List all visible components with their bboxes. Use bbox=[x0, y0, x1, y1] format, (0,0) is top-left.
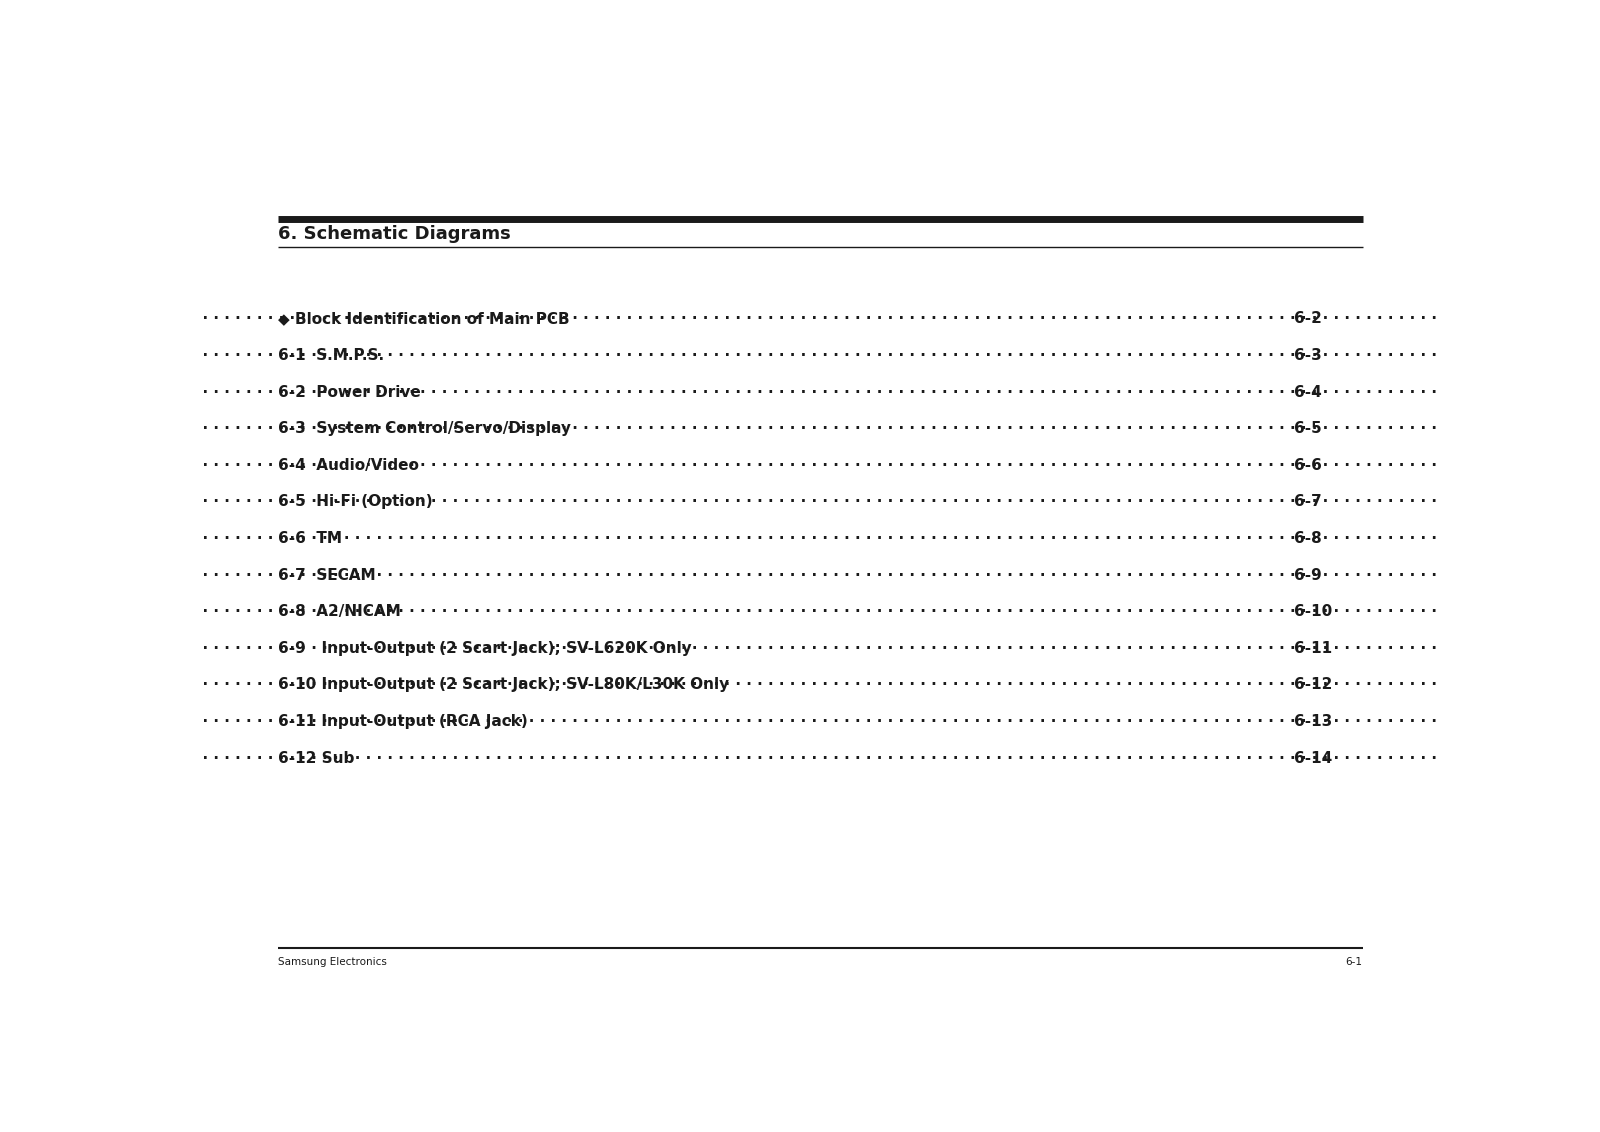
Text: 6-4  Audio/Video: 6-4 Audio/Video bbox=[277, 457, 418, 473]
Text: · · · · · · · · · · · · · · · · · · · · · · · · · · · · · · · · · · · · · · · · : · · · · · · · · · · · · · · · · · · · · … bbox=[131, 677, 1437, 693]
Text: · · · · · · · · · · · · · · · · · · · · · · · · · · · · · · · · · · · · · · · · : · · · · · · · · · · · · · · · · · · · · … bbox=[131, 751, 1437, 765]
Text: 6-9: 6-9 bbox=[1294, 567, 1322, 583]
Text: 6-2  Power Drive: 6-2 Power Drive bbox=[277, 385, 421, 400]
Text: 6-4: 6-4 bbox=[1294, 385, 1322, 400]
Text: 6-14: 6-14 bbox=[1294, 751, 1333, 765]
Text: · · · · · · · · · · · · · · · · · · · · · · · · · · · · · · · · · · · · · · · · : · · · · · · · · · · · · · · · · · · · · … bbox=[131, 714, 1437, 729]
Text: 6-6  TM: 6-6 TM bbox=[277, 531, 341, 546]
Text: 6-7  SECAM: 6-7 SECAM bbox=[277, 567, 374, 583]
Text: 6-1: 6-1 bbox=[1346, 957, 1363, 967]
Text: 6-8  A2/NICAM: 6-8 A2/NICAM bbox=[277, 604, 400, 619]
Text: Samsung Electronics: Samsung Electronics bbox=[277, 957, 386, 967]
Text: ◆ Block Identification of Main PCB: ◆ Block Identification of Main PCB bbox=[277, 311, 570, 326]
Text: · · · · · · · · · · · · · · · · · · · · · · · · · · · · · · · · · · · · · · · · : · · · · · · · · · · · · · · · · · · · · … bbox=[131, 495, 1437, 509]
Text: 6-11: 6-11 bbox=[1294, 641, 1333, 655]
Text: 6-3: 6-3 bbox=[1294, 348, 1322, 363]
Text: 6-10 Input-Output (2 Scart Jack); SV-L80K/L30K Only: 6-10 Input-Output (2 Scart Jack); SV-L80… bbox=[277, 677, 728, 693]
Text: 6. Schematic Diagrams: 6. Schematic Diagrams bbox=[277, 225, 510, 243]
Text: 6-8: 6-8 bbox=[1294, 531, 1322, 546]
Text: 6-7: 6-7 bbox=[1294, 495, 1322, 509]
Text: 6-13: 6-13 bbox=[1294, 714, 1333, 729]
Text: · · · · · · · · · · · · · · · · · · · · · · · · · · · · · · · · · · · · · · · · : · · · · · · · · · · · · · · · · · · · · … bbox=[131, 531, 1437, 546]
Text: · · · · · · · · · · · · · · · · · · · · · · · · · · · · · · · · · · · · · · · · : · · · · · · · · · · · · · · · · · · · · … bbox=[131, 457, 1437, 473]
Text: · · · · · · · · · · · · · · · · · · · · · · · · · · · · · · · · · · · · · · · · : · · · · · · · · · · · · · · · · · · · · … bbox=[131, 311, 1437, 326]
Text: 6-3  System Control/Servo/Display: 6-3 System Control/Servo/Display bbox=[277, 421, 571, 436]
Text: · · · · · · · · · · · · · · · · · · · · · · · · · · · · · · · · · · · · · · · · : · · · · · · · · · · · · · · · · · · · · … bbox=[131, 641, 1437, 655]
Text: 6-1  S.M.P.S.: 6-1 S.M.P.S. bbox=[277, 348, 384, 363]
Text: 6-5: 6-5 bbox=[1294, 421, 1322, 436]
Text: 6-12 Sub: 6-12 Sub bbox=[277, 751, 354, 765]
Text: 6-12: 6-12 bbox=[1294, 677, 1333, 693]
Text: · · · · · · · · · · · · · · · · · · · · · · · · · · · · · · · · · · · · · · · · : · · · · · · · · · · · · · · · · · · · · … bbox=[131, 421, 1437, 436]
Text: 6-9   Input-Output (2 Scart Jack); SV-L620K Only: 6-9 Input-Output (2 Scart Jack); SV-L620… bbox=[277, 641, 691, 655]
Text: 6-2: 6-2 bbox=[1294, 311, 1322, 326]
Text: · · · · · · · · · · · · · · · · · · · · · · · · · · · · · · · · · · · · · · · · : · · · · · · · · · · · · · · · · · · · · … bbox=[131, 348, 1437, 363]
Text: 6-10: 6-10 bbox=[1294, 604, 1333, 619]
Text: 6-11 Input-Output (RCA Jack): 6-11 Input-Output (RCA Jack) bbox=[277, 714, 528, 729]
Text: 6-5  Hi-Fi (Option): 6-5 Hi-Fi (Option) bbox=[277, 495, 432, 509]
Text: · · · · · · · · · · · · · · · · · · · · · · · · · · · · · · · · · · · · · · · · : · · · · · · · · · · · · · · · · · · · · … bbox=[131, 604, 1437, 619]
Text: · · · · · · · · · · · · · · · · · · · · · · · · · · · · · · · · · · · · · · · · : · · · · · · · · · · · · · · · · · · · · … bbox=[131, 385, 1437, 400]
Text: · · · · · · · · · · · · · · · · · · · · · · · · · · · · · · · · · · · · · · · · : · · · · · · · · · · · · · · · · · · · · … bbox=[131, 567, 1437, 583]
Text: 6-6: 6-6 bbox=[1294, 457, 1322, 473]
